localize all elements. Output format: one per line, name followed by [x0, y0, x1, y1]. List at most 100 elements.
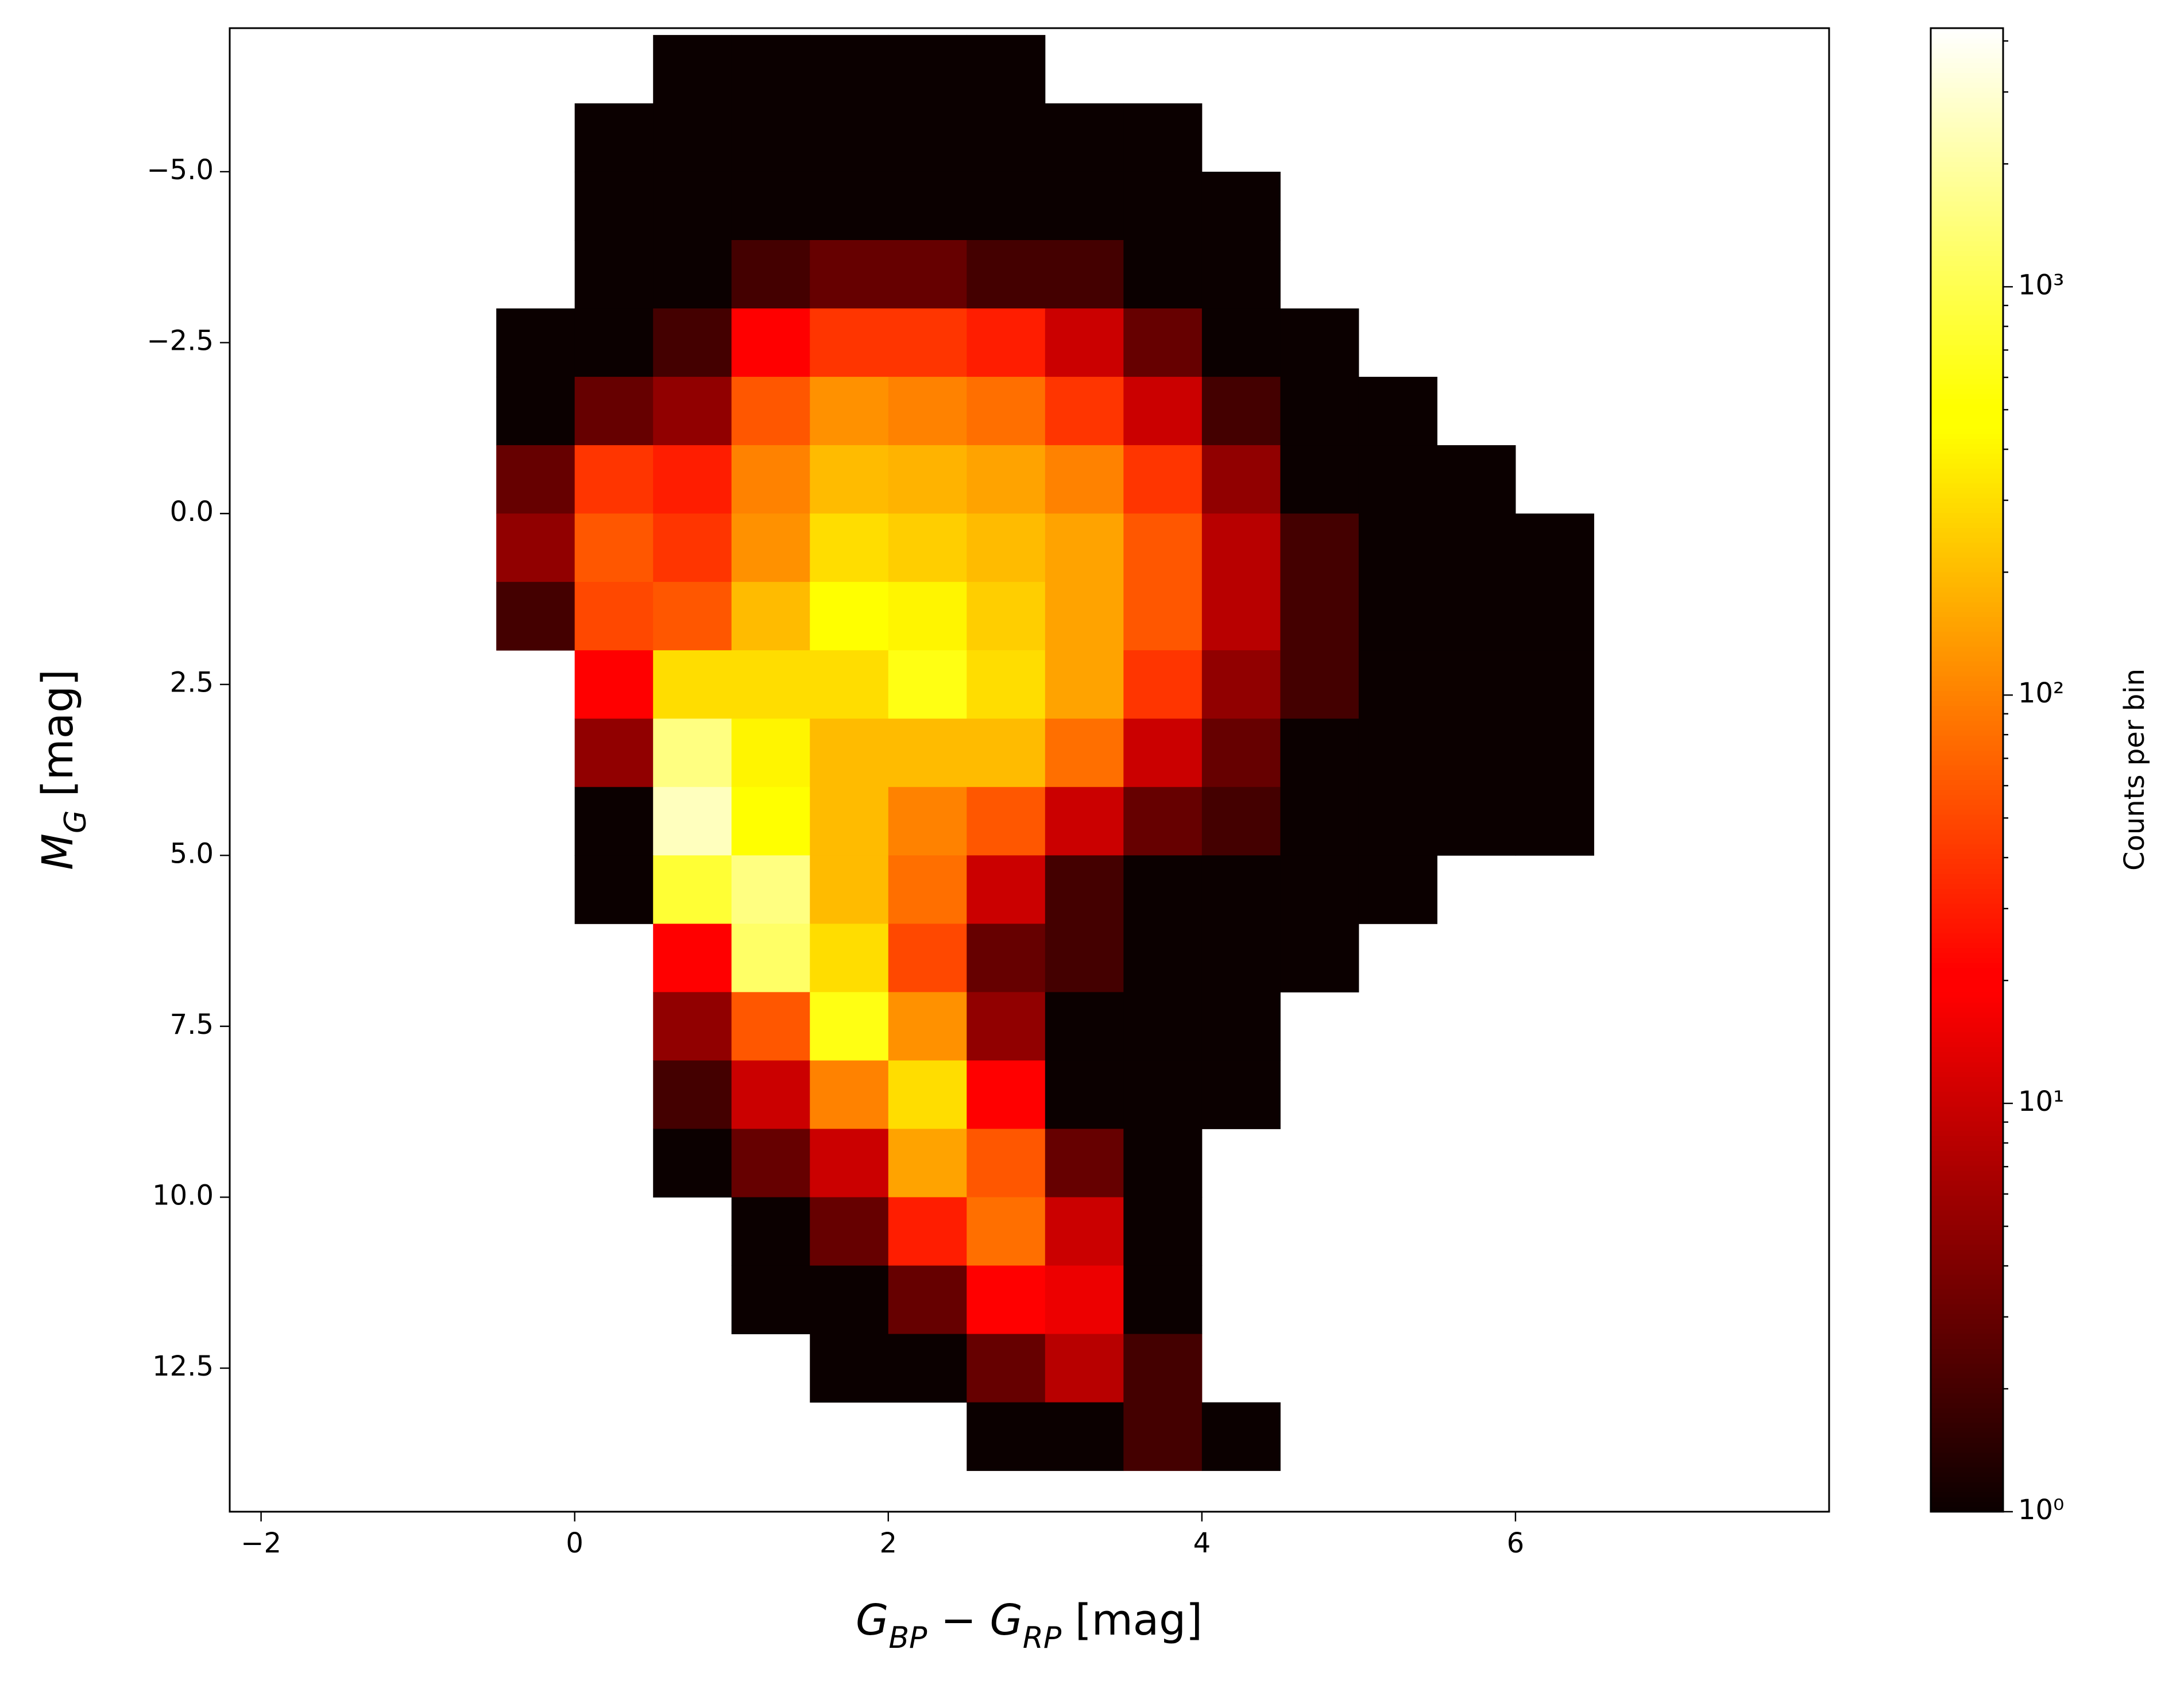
heatmap-cell [1123, 1129, 1203, 1198]
colorbar-swatch [1931, 275, 2003, 281]
colorbar-swatch [1931, 493, 2003, 499]
colorbar-swatch [1931, 1230, 2003, 1235]
heatmap-cell [888, 308, 967, 377]
colorbar-swatch [1931, 231, 2003, 237]
colorbar-swatch [1931, 933, 2003, 938]
heatmap-cell [1045, 513, 1124, 582]
colorbar-swatch [1931, 186, 2003, 192]
colorbar-tick-label: 10¹ [2018, 1086, 2064, 1118]
heatmap-cell [1123, 445, 1203, 514]
heatmap-cell [888, 787, 967, 856]
colorbar-swatch [1931, 1116, 2003, 1122]
colorbar-swatch [1931, 379, 2003, 385]
heatmap-cell [1123, 1402, 1203, 1471]
colorbar-swatch [1931, 824, 2003, 830]
heatmap-cell [1201, 513, 1281, 582]
heatmap-cell [810, 1060, 889, 1129]
colorbar-swatch [1931, 957, 2003, 963]
colorbar-swatch [1931, 567, 2003, 573]
colorbar-swatch [1931, 443, 2003, 449]
heatmap-cell [1437, 445, 1516, 514]
colorbar-swatch [1931, 107, 2003, 113]
colorbar-swatch [1931, 310, 2003, 315]
heatmap-cell [1123, 787, 1203, 856]
heatmap-cell [1045, 445, 1124, 514]
y-tick-label: 10.0 [152, 1179, 214, 1211]
colorbar-swatch [1931, 1175, 2003, 1181]
colorbar-swatch [1931, 102, 2003, 108]
colorbar-swatch [1931, 1190, 2003, 1196]
heatmap-cell [967, 992, 1046, 1061]
heatmap-cell [1201, 1402, 1281, 1471]
colorbar-swatch [1931, 497, 2003, 504]
colorbar-swatch [1931, 1156, 2003, 1161]
heatmap-cell [1437, 582, 1516, 651]
heatmap-cell [810, 992, 889, 1061]
colorbar-swatch [1931, 28, 2003, 34]
colorbar-swatch [1931, 1274, 2003, 1280]
colorbar-swatch [1931, 1507, 2003, 1512]
colorbar-swatch [1931, 943, 2003, 949]
colorbar-swatch [1931, 438, 2003, 444]
heatmap-cell [1201, 582, 1281, 651]
heatmap-cell [653, 582, 732, 651]
heatmap-cell [888, 855, 967, 924]
colorbar-swatch [1931, 1472, 2003, 1478]
heatmap-cell [1201, 377, 1281, 446]
colorbar-swatch [1931, 651, 2003, 657]
colorbar-swatch [1931, 839, 2003, 845]
y-tick-label: 12.5 [152, 1350, 214, 1382]
colorbar-swatch [1931, 1111, 2003, 1117]
colorbar-swatch [1931, 359, 2003, 365]
heatmap-cell [967, 240, 1046, 309]
colorbar-swatch [1931, 369, 2003, 375]
heatmap-cell [574, 719, 654, 787]
colorbar-swatch [1931, 730, 2003, 736]
colorbar-swatch [1931, 384, 2003, 390]
heatmap-cell [1123, 1334, 1203, 1403]
heatmap-cell [574, 308, 654, 377]
colorbar-swatch [1931, 636, 2003, 642]
heatmap-cell [1123, 719, 1203, 787]
colorbar-swatch [1931, 893, 2003, 899]
heatmap-cell [1280, 719, 1359, 787]
heatmap-cell [653, 992, 732, 1061]
colorbar-swatch [1931, 419, 2003, 424]
colorbar-swatch [1931, 1462, 2003, 1468]
colorbar-swatch [1931, 586, 2003, 593]
colorbar-swatch [1931, 819, 2003, 825]
colorbar-swatch [1931, 1412, 2003, 1419]
heatmap-cell [1045, 377, 1124, 446]
colorbar-swatch [1931, 1334, 2003, 1339]
colorbar-swatch [1931, 167, 2003, 172]
colorbar-swatch [1931, 686, 2003, 692]
heatmap-cell [1437, 719, 1516, 787]
colorbar-swatch [1931, 967, 2003, 974]
heatmap-cell [1280, 650, 1359, 719]
colorbar-swatch [1931, 1037, 2003, 1042]
colorbar-swatch [1931, 211, 2003, 217]
heatmap-cell [731, 855, 810, 924]
heatmap-cell [810, 377, 889, 446]
heatmap-cell [574, 377, 654, 446]
heatmap-cell [653, 34, 732, 104]
heatmap-cell [810, 650, 889, 719]
heatmap-cell [1045, 924, 1124, 992]
colorbar-swatch [1931, 1121, 2003, 1127]
heatmap-cell [888, 924, 967, 992]
heatmap-cell [653, 719, 732, 787]
colorbar-swatch [1931, 1259, 2003, 1265]
y-tick-label: 5.0 [170, 837, 214, 870]
heatmap-cell [967, 1402, 1046, 1471]
heatmap-cell [1045, 787, 1124, 856]
colorbar-swatch [1931, 503, 2003, 508]
colorbar-swatch [1931, 1482, 2003, 1488]
colorbar-swatch [1931, 270, 2003, 276]
colorbar-swatch [1931, 666, 2003, 671]
colorbar-swatch [1931, 176, 2003, 182]
heatmap-cell [1358, 377, 1437, 446]
heatmap-cell [1515, 582, 1594, 651]
heatmap-cell [1358, 445, 1437, 514]
heatmap-cell [1201, 240, 1281, 309]
colorbar-swatch [1931, 1388, 2003, 1393]
